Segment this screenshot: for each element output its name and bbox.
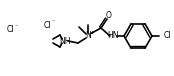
- Text: O: O: [106, 10, 112, 20]
- Text: HN: HN: [107, 31, 119, 41]
- Text: ⁻: ⁻: [52, 20, 55, 25]
- Text: NH: NH: [59, 36, 71, 46]
- Text: Cl: Cl: [43, 21, 51, 29]
- Text: N: N: [85, 31, 91, 41]
- Text: +: +: [90, 30, 94, 35]
- Text: ⁻: ⁻: [15, 25, 18, 30]
- Text: Cl: Cl: [164, 31, 172, 41]
- Text: Cl: Cl: [6, 26, 14, 35]
